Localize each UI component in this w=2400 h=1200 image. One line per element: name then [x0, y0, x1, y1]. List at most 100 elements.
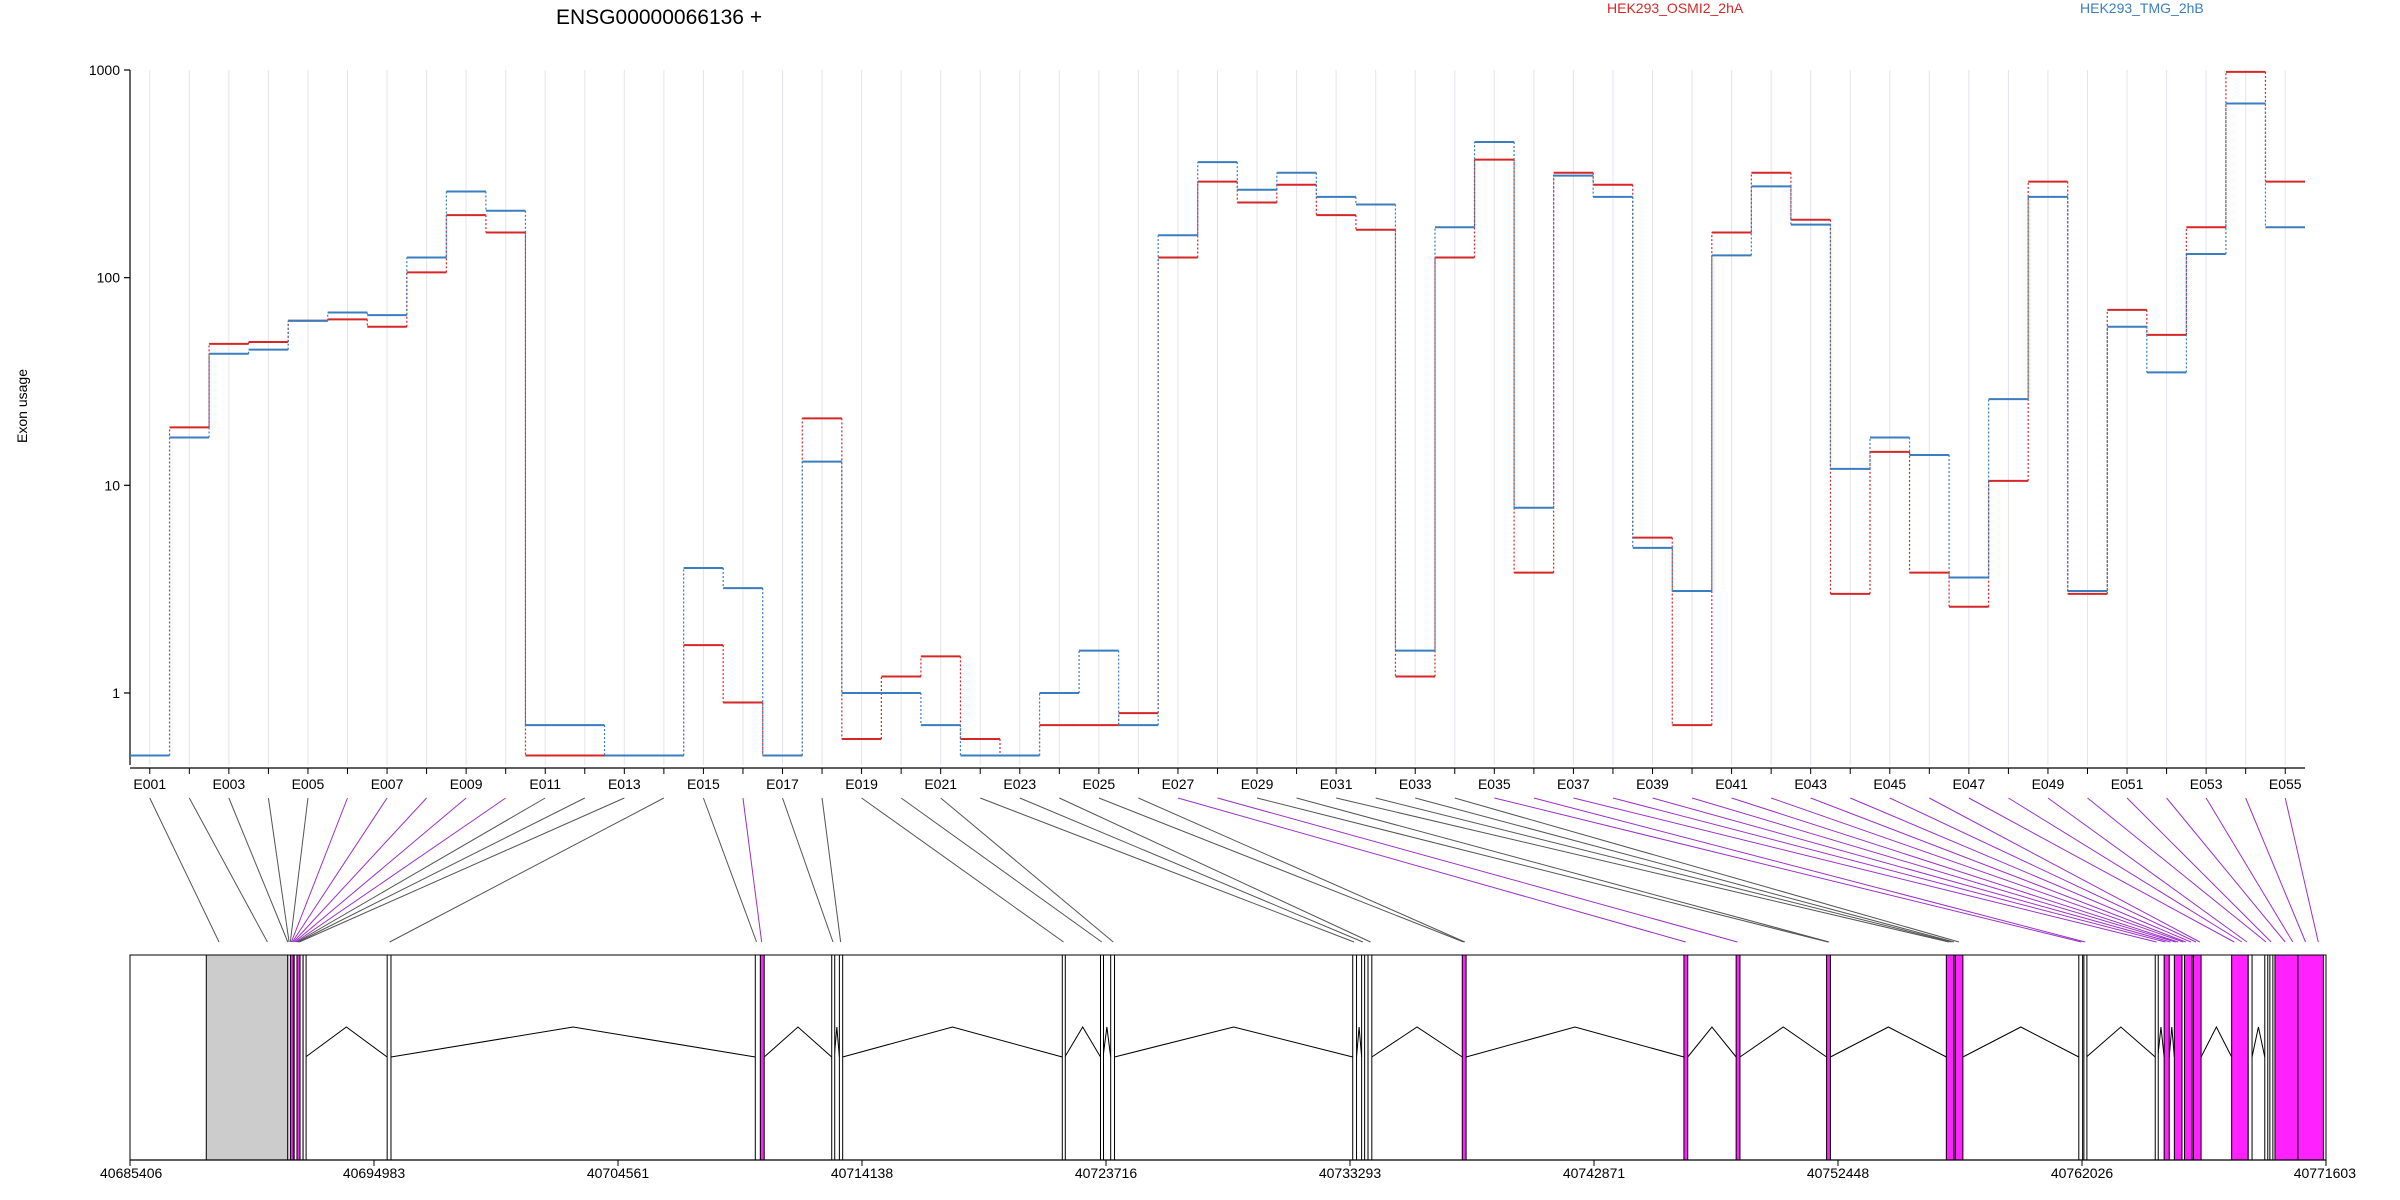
intron-line: [2200, 1025, 2233, 1058]
exon-connector: [1375, 797, 1952, 943]
intron-line: [1371, 1026, 1463, 1058]
intron-line: [2086, 1026, 2156, 1058]
x-tick-label: E037: [1557, 776, 1590, 792]
exon-connector: [1691, 797, 2176, 943]
exon-connector: [742, 797, 763, 943]
exon-connector: [296, 797, 546, 943]
exon-connector-lines: [149, 797, 2319, 943]
exon-block: [1361, 954, 1366, 1161]
exon-block: [289, 954, 294, 1161]
x-tick-label: E049: [2032, 776, 2065, 792]
intron-line: [842, 1026, 1063, 1058]
exon-connector: [1019, 797, 1364, 943]
exon-block: [2083, 954, 2088, 1161]
genomic-tick-label: 40714138: [831, 1165, 894, 1181]
exon-connector: [1059, 797, 1371, 943]
exon-block: [299, 954, 304, 1161]
genomic-tick-label: 40704561: [587, 1165, 650, 1181]
genomic-tick-label: 40723716: [1075, 1165, 1138, 1181]
intron-line: [305, 1026, 388, 1058]
x-tick-label: E017: [766, 776, 799, 792]
genomic-tick-label: 40771603: [2294, 1165, 2357, 1181]
exon-connector: [289, 797, 309, 943]
exon-connector: [1138, 797, 1466, 943]
intron-line: [1102, 1026, 1112, 1058]
exon-connector: [1612, 797, 2166, 943]
exon-block: [1061, 954, 1066, 1161]
genomic-tick-label: 40742871: [1563, 1165, 1626, 1181]
exon-connector: [1296, 797, 1830, 943]
x-tick-label: E053: [2190, 776, 2223, 792]
exon-connector: [291, 797, 388, 943]
series-osmi2-2hA: [130, 70, 2305, 757]
exon-block: [2154, 954, 2159, 1161]
exon-block: [2247, 954, 2253, 1161]
exon-block: [2173, 954, 2183, 1161]
x-tick-label: E011: [529, 776, 561, 792]
x-tick-label: E029: [1241, 776, 1274, 792]
x-tick-label: E021: [924, 776, 957, 792]
genomic-tick-label: 40733293: [1319, 1165, 1382, 1181]
x-tick-label: E033: [1399, 776, 1432, 792]
genomic-coordinate-axis: 40685406 40694983 40704561 40714138 40723716…: [100, 1159, 2357, 1181]
intron-line: [1739, 1026, 1827, 1058]
x-tick-label: E055: [2269, 776, 2302, 792]
exon-block: [1945, 954, 1955, 1161]
intron-line: [1356, 1026, 1363, 1058]
exon-block: [2269, 954, 2274, 1161]
exon-connector: [1810, 797, 2186, 943]
exon-block: [1683, 954, 1689, 1161]
exon-connector: [2047, 797, 2248, 943]
exon-block: [2297, 954, 2324, 1161]
exon-connector: [1731, 797, 2179, 943]
exon-block: [759, 954, 765, 1161]
exon-block: [302, 954, 307, 1161]
exon-connector: [228, 797, 289, 943]
intron-line: [2157, 1026, 2165, 1058]
exon-connector: [299, 797, 625, 943]
x-tick-label: E051: [2111, 776, 2144, 792]
exon-block: [838, 954, 844, 1161]
exon-block: [296, 954, 301, 1161]
exon-block: [2274, 954, 2299, 1161]
exon-block: [2192, 954, 2202, 1161]
untranslated-region-block: [205, 954, 289, 1161]
x-tick-label: E027: [1162, 776, 1195, 792]
exon-connector: [389, 797, 665, 943]
x-tick-label: E023: [1003, 776, 1036, 792]
exon-block: [2163, 954, 2170, 1161]
legend-series-osmi2: HEK293_OSMI2_2hA: [1607, 0, 1744, 16]
y-tick-label: 1: [112, 685, 120, 701]
x-tick-label: E019: [845, 776, 878, 792]
exon-connector: [188, 797, 268, 943]
exon-connector: [1929, 797, 2201, 943]
exon-connector: [2205, 797, 2294, 943]
exon-connector: [1336, 797, 1949, 943]
exon-connector: [2008, 797, 2243, 943]
x-axis-exons: E001 E003 E005 E007 E009 E011 E013 E015 E017 E019…: [130, 767, 2305, 792]
exon-connector: [295, 797, 506, 943]
exon-block: [2078, 954, 2084, 1161]
exon-connector: [1494, 797, 2082, 943]
exon-connector: [1098, 797, 1464, 943]
exon-connector: [267, 797, 290, 943]
exon-connector: [702, 797, 758, 943]
y-tick-label: 100: [97, 270, 121, 286]
genomic-tick-label: 40694983: [343, 1165, 406, 1181]
exon-block: [1954, 954, 1964, 1161]
x-tick-label: E015: [687, 776, 720, 792]
exon-connector: [1889, 797, 2197, 943]
exon-block: [1735, 954, 1741, 1161]
y-tick-label: 10: [104, 477, 120, 493]
exon-connector: [1652, 797, 2171, 943]
exon-connector: [2166, 797, 2286, 943]
y-tick-label: 1000: [89, 62, 120, 78]
exon-connector: [290, 797, 348, 943]
exon-block: [1352, 954, 1358, 1161]
exon-block: [2264, 954, 2269, 1161]
exon-connector: [2126, 797, 2272, 943]
exon-block: [2231, 954, 2249, 1161]
exon-connector: [1968, 797, 2235, 943]
x-tick-label: E043: [1794, 776, 1827, 792]
genomic-tick-label: 40685406: [100, 1165, 163, 1181]
